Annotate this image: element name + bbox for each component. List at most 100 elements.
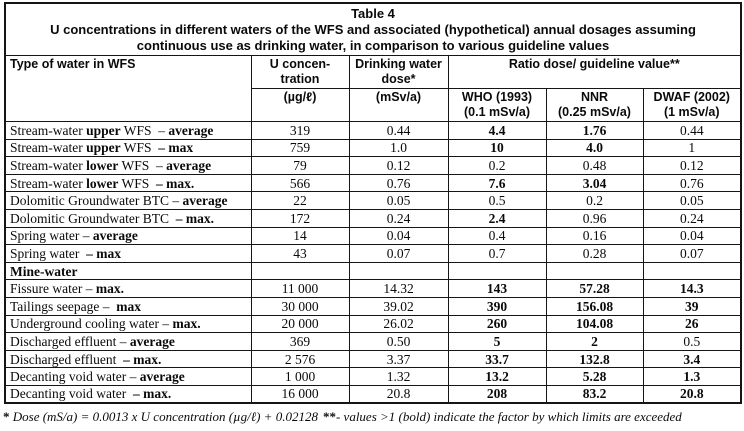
table-row: Spring water – max 43 0.07 0.7 0.28 0.07 <box>4 244 742 263</box>
water-type-cell: Spring water – max <box>4 244 252 263</box>
footnote-asterisk-2: ** <box>322 409 336 424</box>
water-type-cell: Discharged effluent – average <box>4 332 252 351</box>
title-row: Table 4 U concentrations in different wa… <box>4 2 742 56</box>
table-row: Decanting void water – max. 16 000 20.8 208… <box>4 384 742 404</box>
dwaf-value-cell: 20.8 <box>642 384 742 404</box>
conc-value-cell: 79 <box>250 156 350 175</box>
footnote-asterisk-1: * <box>3 409 10 424</box>
nnr-value-cell: 0.96 <box>545 208 644 228</box>
water-type-cell: Stream-water upper WFS – average <box>4 121 252 140</box>
table-title-line-3: continuous use as drinking water, in com… <box>136 38 610 53</box>
who-value-cell: 260 <box>447 314 547 334</box>
conc-value-cell: 566 <box>250 173 350 193</box>
water-type-cell: Dolomitic Groundwater BTC – max. <box>4 208 252 228</box>
water-type-cell: Tailings seepage – max <box>4 296 252 316</box>
unit-dose: (mSv/a) <box>348 88 449 122</box>
conc-value-cell: 172 <box>250 208 350 228</box>
column-header-drinking-water-dose: Drinking water dose* <box>348 55 449 89</box>
table-body: Stream-water upper WFS – average 319 0.44 4… <box>4 121 742 404</box>
water-type-cell: Mine-water <box>4 261 252 281</box>
who-value-cell: 143 <box>447 279 547 298</box>
dose-value-cell <box>348 261 449 281</box>
dose-value-cell: 0.44 <box>348 121 449 140</box>
dose-value-cell: 39.02 <box>348 296 449 316</box>
who-value-cell <box>447 261 547 281</box>
water-type-cell: Spring water – average <box>4 226 252 246</box>
table-row: Discharged effluent – average 369 0.50 5 2 0.… <box>4 332 742 351</box>
water-type-cell: Stream-water upper WFS – max <box>4 138 252 158</box>
footnote-bold-explanation: - values >1 (bold) indicate the factor b… <box>335 409 682 424</box>
table-title-line-2: U concentrations in different waters of … <box>50 22 696 37</box>
dwaf-value-cell: 0.12 <box>642 156 742 175</box>
conc-value-cell: 30 000 <box>250 296 350 316</box>
column-header-ratio-group: Ratio dose/ guideline value** <box>447 55 742 89</box>
nnr-value-cell: 0.16 <box>545 226 644 246</box>
dwaf-value-cell: 0.24 <box>642 208 742 228</box>
dwaf-value-cell: 0.05 <box>642 191 742 210</box>
dose-value-cell: 3.37 <box>348 349 449 369</box>
dwaf-value-cell: 0.07 <box>642 244 742 263</box>
table-row: Dolomitic Groundwater BTC – max. 172 0.24 2… <box>4 208 742 228</box>
water-type-cell: Dolomitic Groundwater BTC – average <box>4 191 252 210</box>
who-label: WHO (1993) <box>461 90 533 104</box>
dose-value-cell: 0.12 <box>348 156 449 175</box>
nnr-value-cell: 3.04 <box>545 173 644 193</box>
dwaf-value-cell: 3.4 <box>642 349 742 369</box>
who-value-cell: 33.7 <box>447 349 547 369</box>
water-type-cell: Stream-water lower WFS – average <box>4 156 252 175</box>
dwaf-value-cell: 1.3 <box>642 367 742 386</box>
unit-u-concentration: (µg/ℓ) <box>250 88 350 122</box>
dwaf-value-cell <box>642 261 742 281</box>
conc-value-cell: 20 000 <box>250 314 350 334</box>
dose-label-line-2: dose* <box>381 72 416 86</box>
nnr-value-cell: 4.0 <box>545 138 644 158</box>
dose-value-cell: 0.04 <box>348 226 449 246</box>
who-value-cell: 13.2 <box>447 367 547 386</box>
dose-value-cell: 14.32 <box>348 279 449 298</box>
table-row: Tailings seepage – max 30 000 39.02 390 156.… <box>4 296 742 316</box>
dose-value-cell: 20.8 <box>348 384 449 404</box>
who-value-cell: 0.4 <box>447 226 547 246</box>
conc-value-cell: 369 <box>250 332 350 351</box>
table-row: Dolomitic Groundwater BTC – average 22 0.0… <box>4 191 742 210</box>
dwaf-value-cell: 26 <box>642 314 742 334</box>
table-row: Underground cooling water – max. 20 000 26… <box>4 314 742 334</box>
column-header-water-type: Type of water in WFS <box>4 55 252 122</box>
nnr-value-cell: 1.76 <box>545 121 644 140</box>
dose-value-cell: 1.32 <box>348 367 449 386</box>
who-value-cell: 208 <box>447 384 547 404</box>
who-value-cell: 390 <box>447 296 547 316</box>
table-row: Stream-water lower WFS – average 79 0.12 0.… <box>4 156 742 175</box>
conc-value-cell: 22 <box>250 191 350 210</box>
who-value-cell: 0.5 <box>447 191 547 210</box>
conc-value-cell: 11 000 <box>250 279 350 298</box>
water-type-cell: Underground cooling water – max. <box>4 314 252 334</box>
conc-value-cell: 319 <box>250 121 350 140</box>
water-type-cell: Discharged effluent – max. <box>4 349 252 369</box>
dose-value-cell: 0.76 <box>348 173 449 193</box>
nnr-value-cell: 132.8 <box>545 349 644 369</box>
dose-value-cell: 0.05 <box>348 191 449 210</box>
conc-value-cell: 16 000 <box>250 384 350 404</box>
header-row-2: (µg/ℓ) (mSv/a) WHO (1993) (0.1 mSv/a) NN… <box>5 88 742 122</box>
column-header-who: WHO (1993) (0.1 mSv/a) <box>447 88 547 122</box>
dose-value-cell: 0.50 <box>348 332 449 351</box>
nnr-value-cell: 0.2 <box>545 191 644 210</box>
nnr-value-cell: 0.28 <box>545 244 644 263</box>
dose-label-line-1: Drinking water <box>355 57 442 71</box>
conc-value-cell: 1 000 <box>250 367 350 386</box>
who-value-cell: 7.6 <box>447 173 547 193</box>
conc-value-cell <box>250 261 350 281</box>
nnr-value-cell: 57.28 <box>545 279 644 298</box>
table-row: Discharged effluent – max. 2 576 3.37 33.7 1… <box>4 349 742 369</box>
water-type-cell: Decanting void water – max. <box>4 384 252 404</box>
table-row: Spring water – average 14 0.04 0.4 0.16 0.04 <box>4 226 742 246</box>
dwaf-limit: (1 mSv/a) <box>663 105 720 119</box>
who-value-cell: 0.2 <box>447 156 547 175</box>
who-value-cell: 5 <box>447 332 547 351</box>
column-header-u-concentration: U concen- tration <box>250 55 350 89</box>
dwaf-label: DWAF (2002) <box>653 90 730 104</box>
nnr-value-cell: 0.48 <box>545 156 644 175</box>
who-value-cell: 0.7 <box>447 244 547 263</box>
dwaf-value-cell: 0.76 <box>642 173 742 193</box>
